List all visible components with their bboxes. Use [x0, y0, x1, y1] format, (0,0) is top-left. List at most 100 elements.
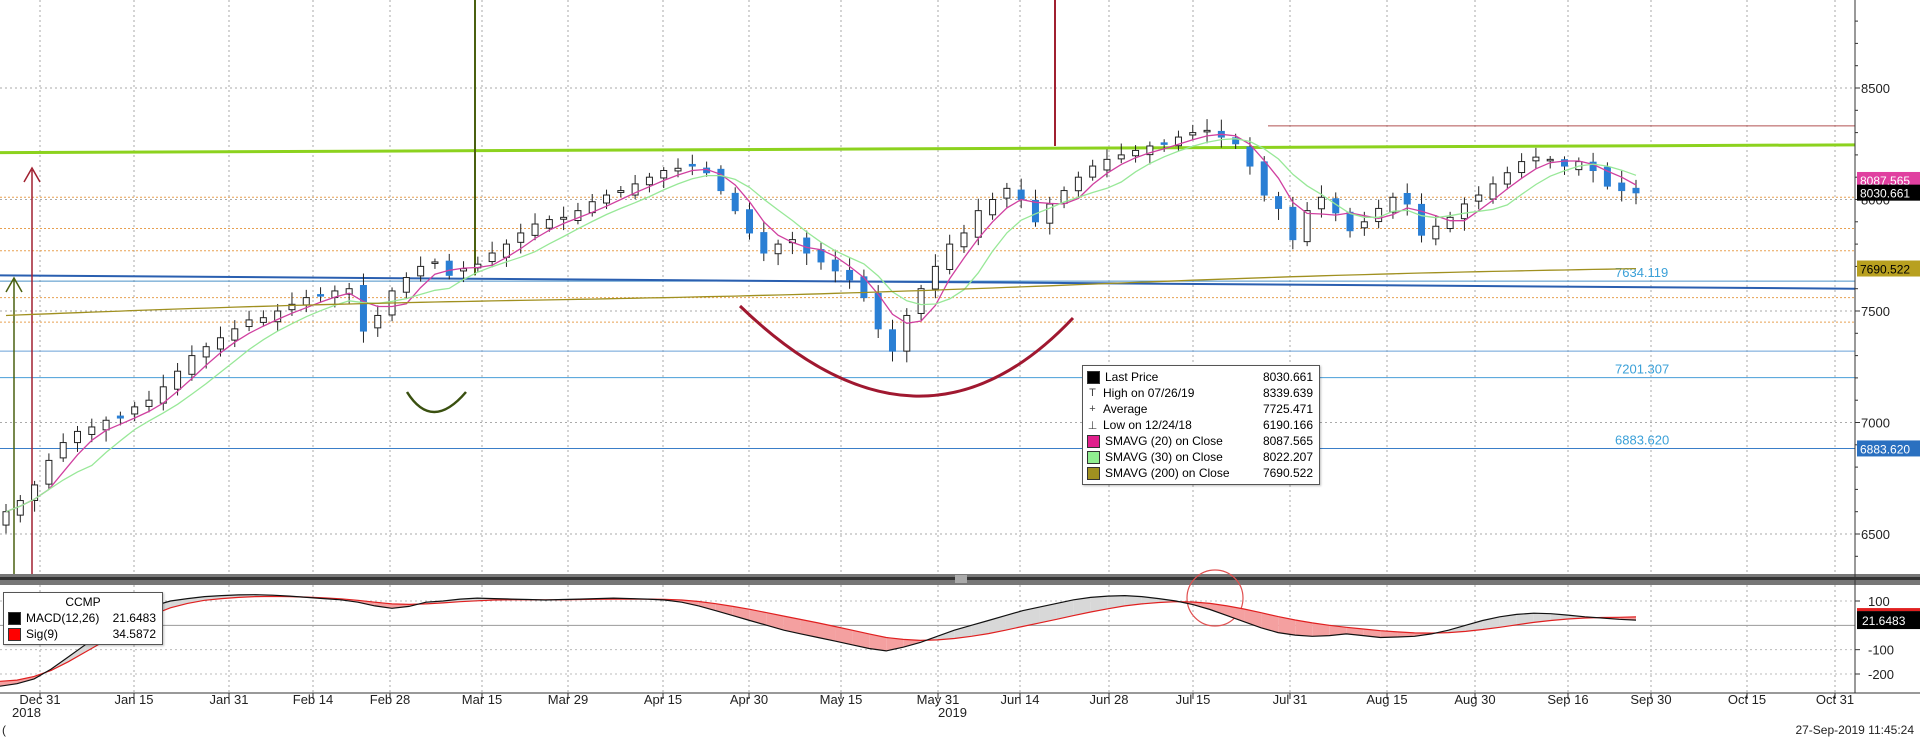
macd-panel [0, 585, 1855, 693]
macd-fill [988, 615, 1006, 634]
candle-body [88, 426, 96, 435]
candle-body [1203, 129, 1211, 133]
macd-fill [835, 626, 853, 645]
x-tick-label: Jun 28 [1089, 692, 1128, 707]
macd-fill [783, 616, 801, 634]
candle-body [631, 183, 639, 196]
signal-badge-marker [1857, 608, 1920, 612]
x-tick-label: Jul 15 [1176, 692, 1211, 707]
candle-body [903, 314, 911, 352]
candle-body [1632, 187, 1640, 194]
candle-body [1289, 206, 1297, 241]
legend-value: 6190.166 [1262, 418, 1313, 432]
macd-legend-title: CCMP [65, 595, 101, 609]
price-badge [1857, 440, 1920, 457]
legend-value: 8022.207 [1262, 450, 1313, 464]
candle-body [974, 210, 982, 238]
candle-body [931, 265, 939, 290]
legend-label: Sig(9) [26, 627, 59, 641]
candle-body [674, 167, 682, 172]
candle-body [31, 484, 39, 501]
x-tick-label: Apr 30 [730, 692, 768, 707]
macd-fill [1039, 603, 1057, 623]
legend-label: MACD(12,26) [26, 611, 100, 625]
macd-fill [869, 633, 887, 651]
sma-20-line [5, 133, 1637, 513]
macd-y-tick-label: -100 [1868, 643, 1894, 658]
candle-body [402, 277, 410, 293]
macd-fill [800, 619, 818, 638]
candle-body [259, 317, 267, 323]
candle-body [1360, 221, 1368, 229]
footer-timestamp: 27-Sep-2019 11:45:24 [1795, 723, 1914, 737]
legend-row: ⊥ Low on 12/24/18 6190.166 [1083, 417, 1319, 433]
legend-row: SMAVG (30) on Close 8022.207 [1083, 449, 1319, 465]
candle-body [1103, 158, 1111, 171]
macd-fill [903, 639, 921, 648]
candle-body [560, 216, 568, 220]
candle-body [746, 209, 754, 234]
candle-body [16, 500, 24, 516]
candle-body [231, 328, 239, 341]
legend-row: + Average 7725.471 [1083, 401, 1319, 417]
candle-body [1532, 156, 1540, 162]
candle-body [603, 194, 611, 204]
macd-fill [1550, 613, 1568, 621]
candle-body [831, 259, 839, 272]
candle-body [73, 430, 81, 444]
x-tick-label: May 31 [917, 692, 960, 707]
y-tick-label: 7000 [1861, 416, 1890, 431]
legend-row: Last Price 8030.661 [1083, 369, 1319, 385]
x-tick-label: Feb 14 [293, 692, 333, 707]
macd-line [0, 594, 1637, 687]
macd-fill [1295, 619, 1313, 637]
legend-value: 7690.522 [1262, 466, 1313, 480]
macd-fill [1448, 625, 1466, 633]
macd-fill [1516, 613, 1534, 625]
candle-body [202, 346, 210, 358]
green-trendline [0, 143, 1856, 155]
candle-body [617, 190, 625, 193]
candle-body [1432, 225, 1440, 240]
candle-body [888, 329, 896, 352]
candle-body [817, 249, 825, 263]
legend-row: SMAVG (20) on Close 8087.565 [1083, 433, 1319, 449]
macd-circle-annotation [1186, 569, 1244, 627]
macd-fill [1312, 622, 1330, 637]
macd-fill [852, 630, 870, 649]
legend-value: 34.5872 [112, 627, 156, 641]
candle-body [717, 168, 725, 192]
x-tick-label: Aug 30 [1454, 692, 1495, 707]
candle-body [1503, 172, 1511, 185]
macd-fill [1022, 607, 1040, 627]
macd-fill [68, 644, 86, 662]
candle-body [1460, 203, 1468, 220]
candle-body [774, 243, 782, 255]
legend-row: SMAVG (200) on Close 7690.522 [1083, 465, 1319, 481]
candle-body [1317, 196, 1325, 210]
candle-body [1603, 166, 1611, 187]
x-tick-label: Sep 16 [1547, 692, 1588, 707]
macd-y-tick-label: 100 [1868, 594, 1890, 609]
macd-fill [1261, 612, 1279, 633]
legend-swatch [1087, 466, 1100, 480]
x-tick-label: Sep 30 [1630, 692, 1671, 707]
macd-fill [1533, 613, 1551, 623]
legend-glyph: ⊥ [1087, 419, 1098, 432]
candle-body [359, 285, 367, 332]
candle-body [660, 170, 668, 179]
candle-body [1232, 137, 1240, 145]
x-tick-label: Apr 15 [644, 692, 682, 707]
macd-fill [1346, 627, 1364, 636]
candle-body [1003, 187, 1011, 199]
candle-body [1303, 210, 1311, 243]
macd-fill [1329, 625, 1347, 636]
macd-fill [391, 603, 409, 609]
candle-body [846, 269, 854, 281]
candle-body [188, 355, 196, 375]
candle-body [145, 399, 153, 407]
price-badge-label: 7690.522 [1860, 263, 1910, 277]
legend-label: Low on 12/24/18 [1103, 418, 1192, 432]
candle-body [302, 297, 310, 306]
